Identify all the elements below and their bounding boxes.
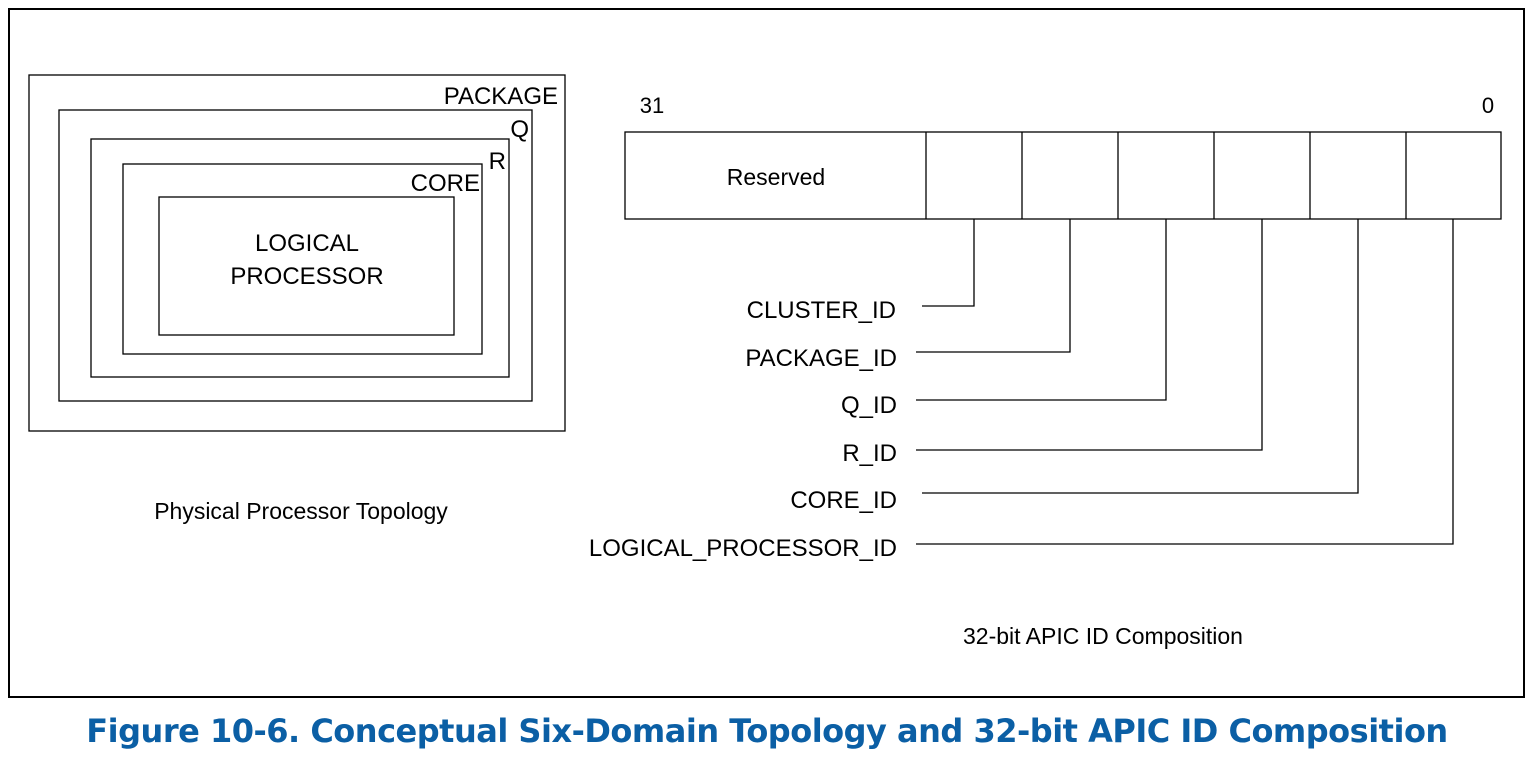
bit-31-label: 31 <box>640 93 664 118</box>
topology-diagram: PACKAGE Q R CORE LOGICAL PROCESSOR Physi… <box>28 74 1502 649</box>
bit-0-label: 0 <box>1482 93 1494 118</box>
q-box <box>58 109 533 402</box>
figure-title: Figure 10-6. Conceptual Six-Domain Topol… <box>86 712 1448 750</box>
package-box <box>28 74 566 432</box>
core-id-leader <box>922 219 1359 494</box>
r-id-leader <box>916 219 1263 451</box>
field-leader-lines <box>916 219 1454 545</box>
logical-processor-box <box>158 196 455 336</box>
r-box <box>90 138 510 378</box>
r-id-label: R_ID <box>842 440 897 467</box>
package-id-label: PACKAGE_ID <box>745 345 897 372</box>
cluster-id-leader <box>922 219 975 307</box>
core-box <box>122 163 483 355</box>
logical-processor-id-label: LOGICAL_PROCESSOR_ID <box>589 535 897 562</box>
apic-id-caption: 32-bit APIC ID Composition <box>963 623 1243 649</box>
apic-id-register <box>624 131 1502 220</box>
logical-processor-label-line1: LOGICAL <box>255 230 359 257</box>
logical-processor-label-line2: PROCESSOR <box>230 263 383 290</box>
package-id-leader <box>916 219 1071 353</box>
core-label: CORE <box>411 170 480 197</box>
core-id-label: CORE_ID <box>790 487 897 514</box>
package-label: PACKAGE <box>444 83 558 110</box>
figure-frame <box>8 8 1525 698</box>
cluster-id-label: CLUSTER_ID <box>747 297 896 324</box>
physical-topology <box>28 74 566 432</box>
r-label: R <box>489 148 506 175</box>
logical-processor-id-leader <box>916 219 1454 545</box>
q-id-leader <box>916 219 1167 401</box>
register-outline <box>624 131 1502 220</box>
physical-topology-caption: Physical Processor Topology <box>154 498 448 524</box>
q-label: Q <box>510 116 529 143</box>
q-id-label: Q_ID <box>841 392 897 419</box>
reserved-field-label: Reserved <box>727 164 825 190</box>
